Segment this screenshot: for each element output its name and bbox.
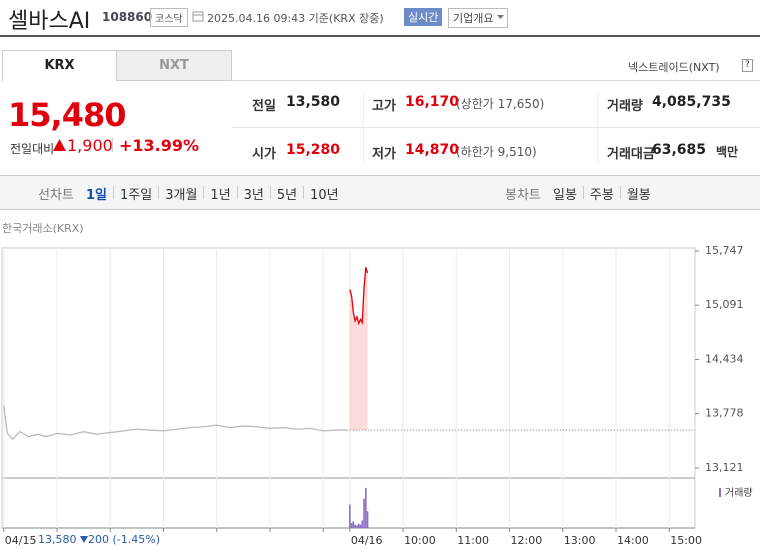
footer-percent: (-1.45%) [112,533,161,546]
volume-bar [366,511,369,528]
stat-value: 63,685 [652,142,707,158]
change-percent: +13.99% [119,136,200,155]
y-tick-label: 15,091 [705,298,744,311]
stats-divider [597,92,598,164]
volume-bar [356,525,358,528]
stat-label: 저가 [372,147,396,162]
stat-label: 시가 [252,147,276,162]
y-tick-label: 15,747 [705,244,744,257]
stat-note: (상한가 17,650) [456,97,545,111]
y-tick-label: 13,778 [705,407,744,420]
timestamp: 2025.04.16 09:43 기준(KRX 장중) [207,12,384,25]
header-rule [0,35,760,37]
period-divider [203,186,205,199]
stat-value: 15,280 [286,142,341,158]
period-divider [158,186,160,199]
help-icon[interactable]: ? [742,59,753,72]
legend-label: 거래량 [725,487,753,499]
period-divider [582,186,584,199]
up-arrow [53,139,66,151]
dropdown-arrow [497,15,505,19]
price-line [349,267,369,326]
volume-bar [349,504,351,528]
x-tick-label: 10:00 [404,534,436,547]
x-tick-label: 15:00 [670,534,702,547]
x-tick-label: 11:00 [457,534,489,547]
stat-value: 4,085,735 [652,94,731,110]
price-line [3,405,349,441]
period-button[interactable]: 1년 [210,188,231,203]
stat-label: 고가 [372,99,396,114]
candle-button[interactable]: 월봉 [626,188,651,203]
y-tick-label: 14,434 [705,352,744,365]
stat-label: 거래대금 [607,147,655,162]
change-value: 1,900 [67,136,113,155]
volume-bar [359,524,362,528]
candle-label: 봉차트 [505,188,541,203]
volume-bar [361,520,364,528]
period-divider [303,186,305,199]
y-tick-label: 13,121 [705,461,744,474]
stat-value: 16,170 [405,94,460,110]
stats-divider [363,92,364,164]
calendar-icon [192,11,204,22]
x-tick-label: 04/16 [351,534,383,547]
stat-value: 14,870 [405,142,460,158]
stat-note: (하한가 9,510) [456,145,537,159]
nxt-label: 넥스트레이드(NXT) [628,61,720,74]
company-label: 기업개요 [453,12,494,25]
legend-swatch [719,488,721,497]
stat-value: 13,580 [286,94,341,110]
period-button[interactable]: 5년 [276,188,298,203]
current-price: 15,480 [8,96,126,134]
stat-label: 전일 [252,99,276,114]
tab-nxt[interactable]: NXT [116,50,232,81]
stock-code: 108860 [102,10,153,24]
tab-rule [231,80,760,81]
period-divider [269,186,271,199]
period-button[interactable]: 1일 [86,188,108,203]
stat-label: 거래량 [607,99,643,114]
period-divider [113,186,115,199]
period-bar [0,175,760,210]
stats-rule [232,127,760,128]
market-badge: 코스닥 [150,8,188,27]
footer-info: 13,580 200 (-1.45%) [38,533,160,546]
x-tick-label: 12:00 [511,534,543,547]
x-tick-label: 04/15 [5,534,37,547]
company-button[interactable]: 기업개요 [448,8,509,28]
stat-unit: 백만 [716,145,739,159]
footer-change: 200 [88,533,109,546]
stock-name: 셀바스AI [8,9,91,34]
source-label: 한국거래소(KRX) [2,222,84,235]
candle-button[interactable]: 일봉 [553,188,577,203]
candle-button[interactable]: 주봉 [589,188,614,203]
period-divider [619,186,621,199]
footer-prev-close: 13,580 [38,533,77,546]
plot-frame [1,247,696,529]
divider [112,138,113,152]
period-button[interactable]: 10년 [310,188,339,203]
volume-bar [363,498,365,528]
period-button[interactable]: 1주일 [120,188,153,203]
price-area [349,267,368,431]
volume-bar [365,487,367,528]
volume-bar [354,524,356,528]
down-arrow [80,536,88,543]
period-button[interactable]: 3년 [243,188,264,203]
change-label: 전일대비 [10,142,55,156]
volume-bar [357,523,360,528]
volume-bar [352,521,355,528]
x-tick-label: 14:00 [617,534,649,547]
line-chart-label: 선차트 [38,188,74,203]
x-tick-label: 13:00 [564,534,596,547]
period-divider [236,186,238,199]
period-button[interactable]: 3개월 [165,188,198,203]
volume-bar [350,522,353,528]
realtime-button[interactable]: 실시간 [404,8,443,26]
